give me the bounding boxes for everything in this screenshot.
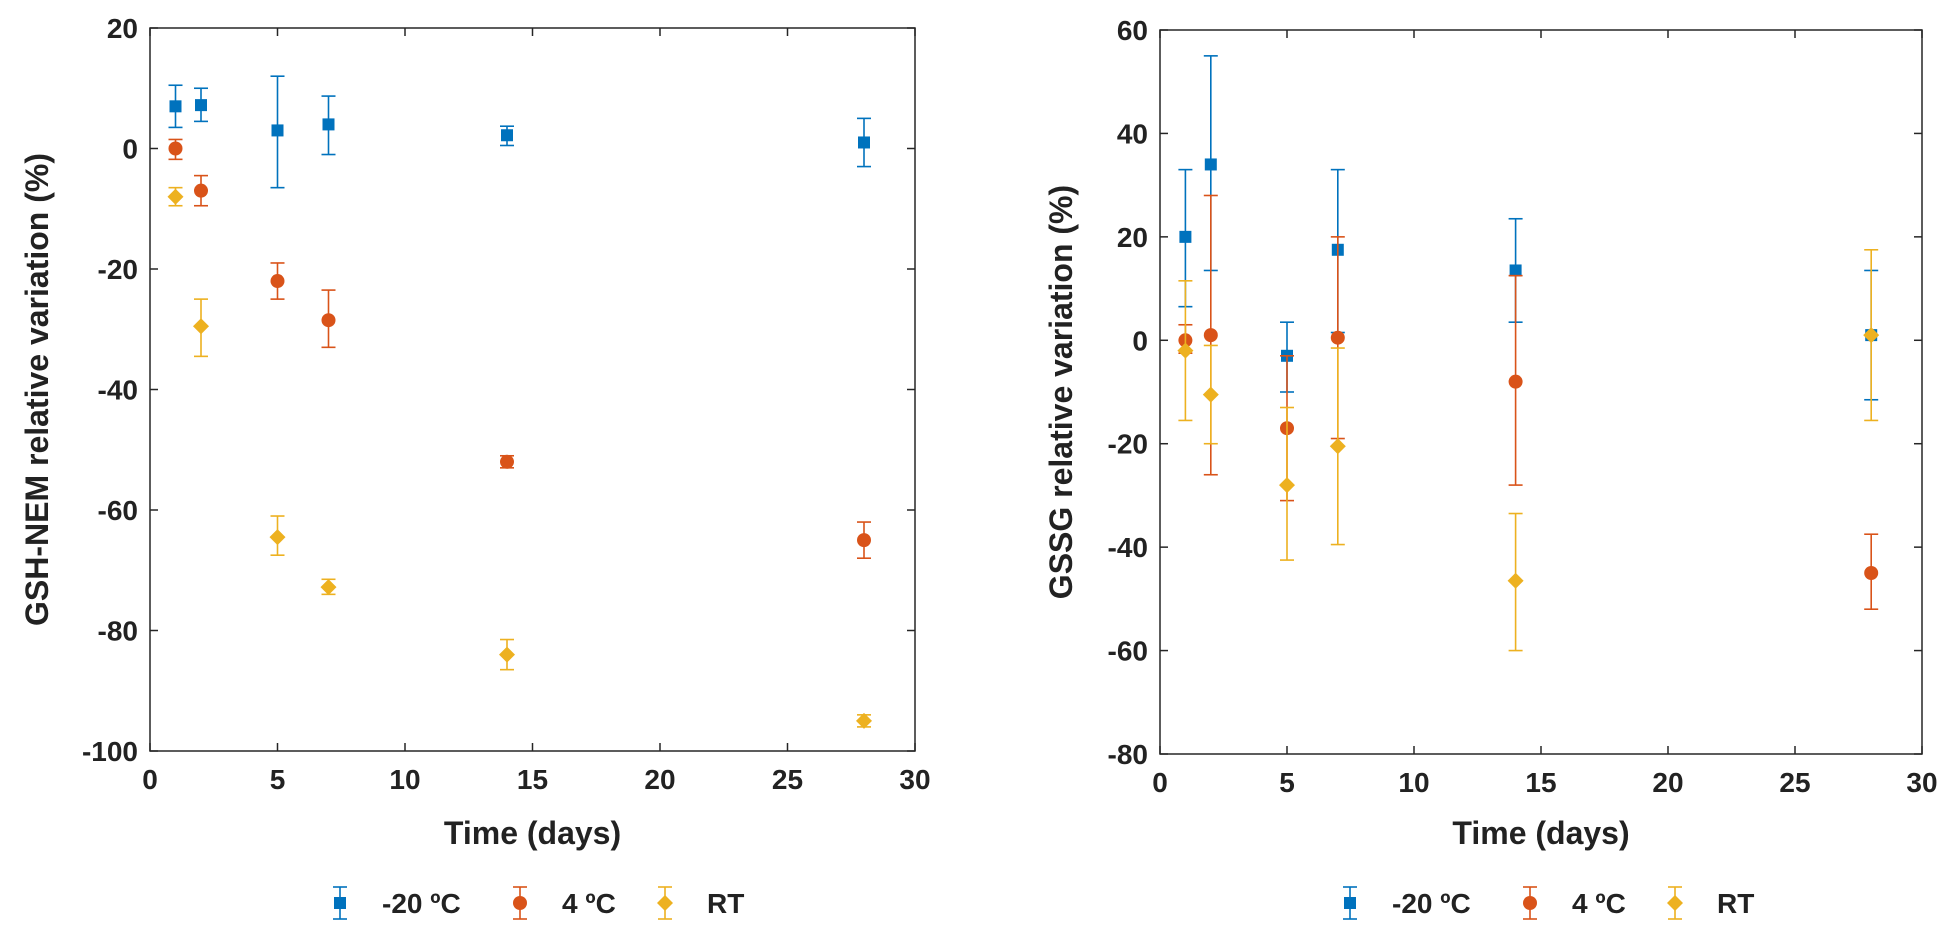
x-tick-label: 0: [1152, 767, 1168, 798]
legend: -20 ºC 4 ºC RT: [1343, 886, 1754, 920]
x-tick-label: 20: [644, 764, 675, 795]
gsh-nem-panel: 0 5 10 15 20 25 30 20 0 -20 -40 -60 -80 -100 Time (day…: [19, 13, 931, 920]
series-minus20: [168, 75, 871, 189]
data-point: [1330, 330, 1345, 345]
data-point: [1864, 566, 1879, 580]
data-point: [1863, 327, 1880, 344]
data-point: [1203, 328, 1218, 343]
data-point: [500, 454, 514, 469]
data-point: [1508, 374, 1523, 389]
x-tick-label: 25: [1779, 767, 1810, 798]
x-axis-label: Time (days): [444, 815, 621, 851]
legend-label-minus20: -20 ºC: [382, 888, 461, 919]
legend-marker-minus20: [334, 897, 346, 909]
legend-marker-rt: [1667, 895, 1683, 911]
x-tick-label: 15: [517, 764, 548, 795]
x-tick-label: 15: [1525, 767, 1556, 798]
y-tick-label: -20: [98, 254, 138, 285]
x-tick-label: 30: [899, 764, 930, 795]
data-point: [499, 646, 515, 663]
y-tick-label: -20: [1108, 429, 1148, 460]
x-tick-label: 30: [1906, 767, 1937, 798]
x-tick-label: 5: [1279, 767, 1295, 798]
y-tick-label: -80: [98, 616, 138, 647]
data-point: [1279, 477, 1295, 494]
y-tick-label: 20: [1117, 222, 1148, 253]
y-tick-label: 60: [1117, 15, 1148, 46]
y-tick-label: -40: [98, 375, 138, 406]
legend-label-rt: RT: [1717, 888, 1754, 919]
y-axis-label: GSH-NEM relative variation (%): [19, 153, 55, 626]
legend-label-four-c: 4 ºC: [1572, 888, 1626, 919]
data-point: [1179, 230, 1192, 243]
legend-marker-four-c: [1523, 896, 1537, 910]
data-point: [167, 188, 184, 205]
y-tick-label: 0: [122, 134, 138, 165]
legend-label-rt: RT: [707, 888, 744, 919]
data-point: [269, 529, 286, 546]
data-point: [270, 274, 285, 289]
data-point: [321, 313, 336, 328]
y-tick-label: -60: [98, 495, 138, 526]
data-point: [1509, 264, 1522, 277]
data-point: [320, 579, 337, 596]
x-tick-label: 0: [142, 764, 158, 795]
data-point: [1507, 572, 1524, 589]
data-point: [194, 183, 208, 198]
y-tick-label: -60: [1108, 636, 1148, 667]
y-axis-label: GSSG relative variation (%): [1043, 185, 1079, 599]
data-point: [168, 141, 183, 156]
series-rt: [1177, 248, 1880, 652]
y-tick-label: 20: [107, 13, 138, 44]
legend-label-minus20: -20 ºC: [1392, 888, 1471, 919]
gssg-panel: 0 5 10 15 20 25 30 60 40 20 0 -20 -40 -60 -80 Time (day…: [1043, 15, 1938, 920]
series-minus20: [1178, 55, 1879, 401]
series-rt: [167, 186, 872, 729]
data-point: [501, 129, 513, 142]
legend-marker-four-c: [513, 896, 527, 910]
x-axis-label: Time (days): [1452, 815, 1629, 851]
series-four-c: [1178, 194, 1879, 611]
legend-label-four-c: 4 ºC: [562, 888, 616, 919]
data-point: [1329, 438, 1346, 455]
series-four-c: [168, 138, 871, 560]
data-point: [195, 99, 207, 112]
data-point: [858, 136, 870, 149]
plot-area-frame: [149, 27, 916, 752]
plot-area-frame: [1159, 29, 1923, 755]
y-tick-label: -100: [82, 736, 138, 767]
data-point: [322, 118, 335, 131]
data-point: [271, 124, 284, 137]
data-point: [1204, 158, 1217, 171]
y-tick-label: 40: [1117, 118, 1148, 149]
legend: -20 ºC 4 ºC RT: [333, 886, 744, 920]
data-point: [1202, 386, 1219, 403]
x-tick-label: 10: [389, 764, 420, 795]
data-point: [857, 533, 871, 548]
x-tick-label: 5: [270, 764, 286, 795]
legend-marker-minus20: [1344, 897, 1356, 909]
data-point: [169, 100, 182, 113]
legend-marker-rt: [657, 895, 673, 911]
data-point: [856, 712, 872, 729]
data-point: [1177, 342, 1194, 359]
data-point: [193, 318, 209, 335]
x-tick-label: 25: [772, 764, 803, 795]
y-tick-label: 0: [1132, 325, 1148, 356]
y-tick-label: -40: [1108, 532, 1148, 563]
x-tick-label: 20: [1652, 767, 1683, 798]
y-tick-label: -80: [1108, 739, 1148, 770]
x-tick-label: 10: [1398, 767, 1429, 798]
